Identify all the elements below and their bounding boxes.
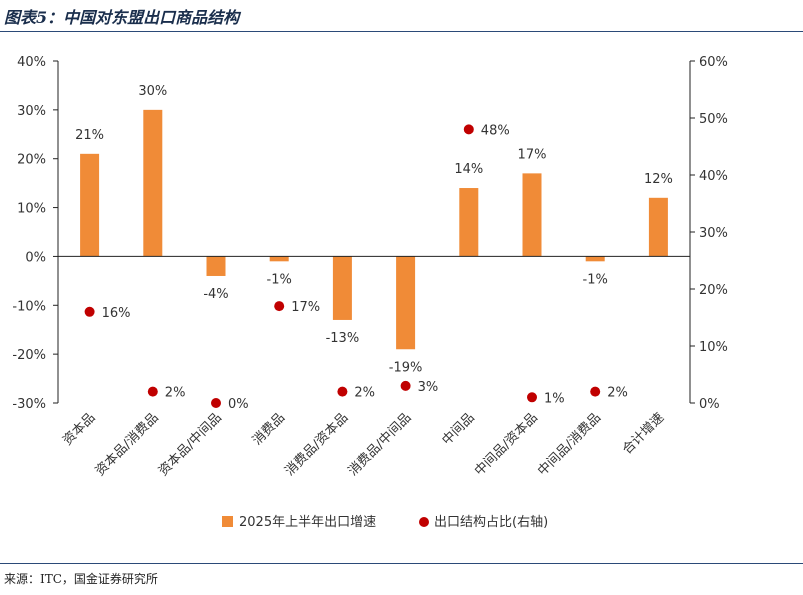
share-value-label: 3%: [418, 380, 439, 395]
right-tick-label: 0%: [699, 397, 720, 412]
chart: -30% -20% -10% 0% 10% 20% 30% 40% 0% 10% 20% 30% 40%…: [12, 55, 728, 530]
bar-value-label: -19%: [389, 360, 423, 375]
bar-value-label: 21%: [75, 128, 104, 143]
share-point: [147, 386, 158, 397]
left-tick-label: 40%: [17, 55, 46, 70]
share-value-label: 48%: [481, 123, 510, 138]
category-label: 合计增速: [620, 410, 667, 457]
bar: [522, 173, 542, 257]
right-tick-label: 10%: [699, 340, 728, 355]
right-tick-label: 50%: [699, 112, 728, 127]
bar-value-label: -13%: [326, 331, 360, 346]
bar-value-label: 17%: [518, 147, 547, 162]
share-point: [274, 301, 285, 312]
left-tick-label: 10%: [17, 202, 46, 217]
share-point: [400, 380, 411, 391]
legend-swatch-share: [419, 517, 429, 527]
share-value-label: 1%: [544, 391, 565, 406]
bar: [143, 109, 163, 257]
right-tick-label: 60%: [699, 55, 728, 70]
legend-swatch-growth: [222, 516, 233, 527]
share-value-label: 17%: [291, 300, 320, 315]
category-label: 中间品: [439, 410, 477, 448]
share-point: [527, 392, 537, 403]
title-rule: [0, 31, 803, 32]
category-label: 资本品: [60, 410, 98, 448]
bar: [459, 188, 479, 257]
share-value-label: 2%: [354, 386, 375, 401]
right-tick-label: 20%: [699, 283, 728, 298]
left-tick-label: 30%: [17, 104, 46, 119]
right-tick-label: 40%: [699, 169, 728, 184]
category-label: 消费品: [250, 410, 288, 448]
left-tick-label: 0%: [25, 250, 46, 265]
category-label: 资本品/中间品: [156, 410, 225, 479]
bar-value-label: -1%: [583, 272, 608, 287]
share-point: [463, 124, 474, 135]
share-point: [84, 306, 95, 317]
bar: [396, 256, 416, 350]
bar: [80, 153, 100, 257]
left-tick-label: 20%: [17, 153, 46, 168]
share-point: [590, 386, 601, 397]
legend-label-share: 出口结构占比(右轴): [434, 515, 548, 530]
left-tick-label: -20%: [12, 348, 46, 363]
bar: [585, 256, 605, 262]
left-tick-label: -10%: [12, 299, 46, 314]
source-note: 来源：ITC，国金证券研究所: [4, 572, 158, 586]
share-value-label: 16%: [102, 306, 131, 321]
bar-value-label: -4%: [203, 287, 228, 302]
share-point: [211, 398, 221, 408]
footer-rule: [0, 563, 803, 564]
category-label: 中间品/消费品: [535, 410, 604, 479]
category-label: 消费品/资本品: [282, 410, 351, 479]
share-value-label: 0%: [228, 397, 249, 412]
bar-value-label: -1%: [267, 272, 292, 287]
bar: [648, 197, 668, 257]
category-label: 资本品/消费品: [93, 410, 162, 479]
share-value-label: 2%: [165, 386, 186, 401]
chart-title: 图表5：中国对东盟出口商品结构: [4, 8, 240, 27]
category-label: 消费品/中间品: [346, 410, 415, 479]
left-tick-label: -30%: [12, 397, 46, 412]
bar: [269, 256, 289, 262]
bar-value-label: 30%: [138, 84, 167, 99]
share-point: [337, 386, 348, 397]
share-value-label: 2%: [607, 386, 628, 401]
category-label: 中间品/资本品: [472, 410, 541, 479]
bar-value-label: 12%: [644, 172, 673, 187]
bar: [206, 256, 226, 276]
bar: [332, 256, 352, 320]
legend-label-growth: 2025年上半年出口增速: [239, 515, 376, 530]
right-tick-label: 30%: [699, 226, 728, 241]
bar-value-label: 14%: [454, 162, 483, 177]
